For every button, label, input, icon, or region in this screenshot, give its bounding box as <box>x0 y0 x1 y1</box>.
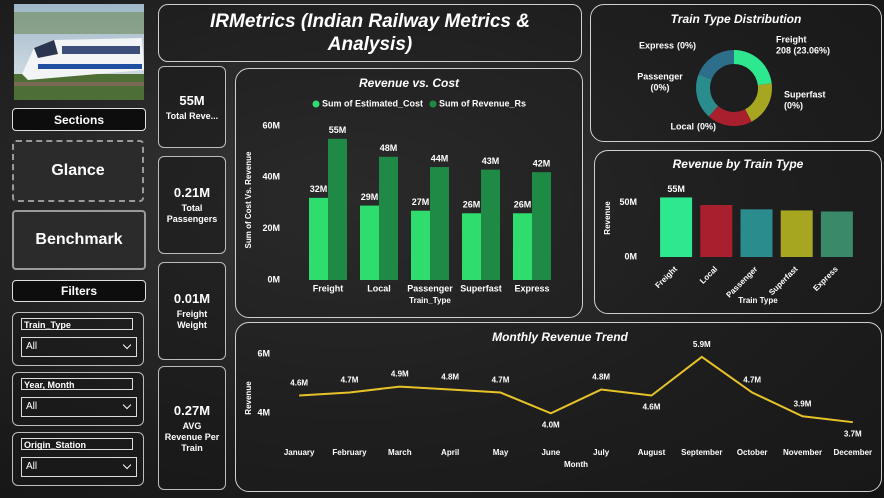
page-title: IRMetrics (Indian Railway Metrics & Anal… <box>158 4 582 62</box>
kpi-value: 0.01M <box>173 291 211 306</box>
dropdown[interactable]: All <box>21 397 137 417</box>
filter-label: Origin_Station <box>21 438 133 450</box>
kpi-card: 55M Total Reve... <box>158 66 226 148</box>
filter: Origin_Station All <box>12 432 144 486</box>
kpi-label: Total Passengers <box>166 203 218 224</box>
chart-panel <box>594 150 882 314</box>
chart-panel <box>590 4 882 142</box>
chart-panel <box>235 322 882 492</box>
train-image <box>14 4 144 100</box>
kpi-label: Total Reve... <box>165 110 219 121</box>
nav-button[interactable]: Glance <box>12 140 144 202</box>
kpi-label: Freight Weight <box>176 309 208 330</box>
kpi-card: 0.27M AVG Revenue Per Train <box>158 366 226 490</box>
chart-panel <box>235 68 583 318</box>
filter-label: Year, Month <box>21 378 133 390</box>
nav-button[interactable]: Benchmark <box>12 210 146 270</box>
dropdown[interactable]: All <box>21 457 137 477</box>
kpi-card: 0.21M Total Passengers <box>158 156 226 254</box>
filter: Year, Month All <box>12 372 144 426</box>
kpi-value: 0.21M <box>173 185 211 200</box>
dropdown[interactable]: All <box>21 337 137 357</box>
sections-heading: Sections <box>12 108 146 131</box>
kpi-label: AVG Revenue Per Train <box>164 420 220 453</box>
filters-heading: Filters <box>12 280 146 302</box>
filter: Train_Type All <box>12 312 144 366</box>
kpi-card: 0.01M Freight Weight <box>158 262 226 360</box>
kpi-value: 0.27M <box>173 402 211 418</box>
filter-label: Train_Type <box>21 318 133 330</box>
kpi-value: 55M <box>179 92 205 108</box>
